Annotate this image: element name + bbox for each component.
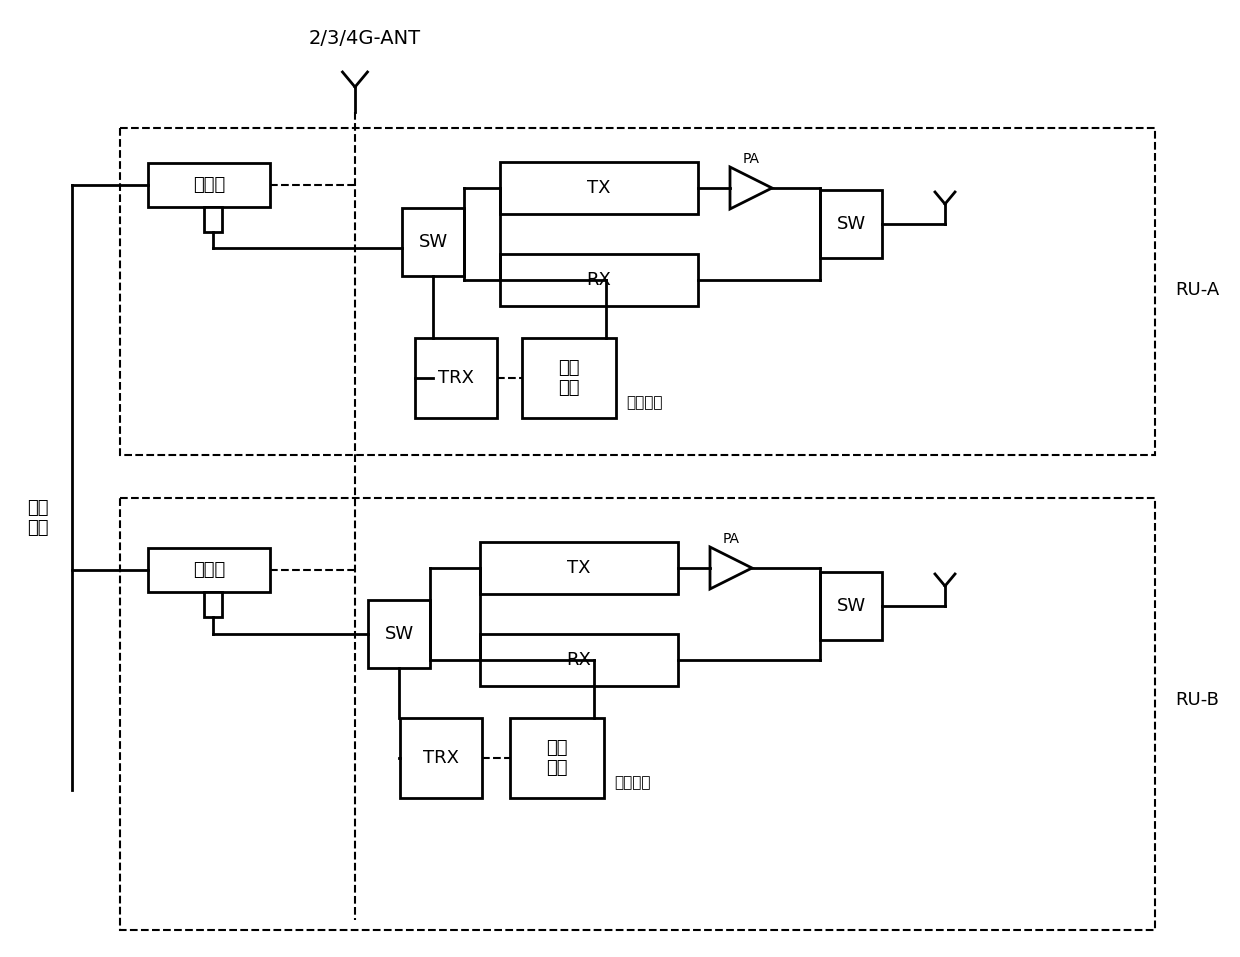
Text: 耦合器: 耦合器 <box>193 176 226 194</box>
Bar <box>401 718 482 798</box>
Text: 基带
解析: 基带 解析 <box>547 739 568 777</box>
Bar <box>148 163 270 207</box>
Text: 控制信号: 控制信号 <box>614 775 651 790</box>
Bar <box>120 498 1154 930</box>
Bar <box>205 207 222 232</box>
Text: PA: PA <box>723 532 739 546</box>
Bar <box>368 600 430 668</box>
Text: 耦合器: 耦合器 <box>193 561 226 579</box>
Bar <box>480 542 678 594</box>
Bar <box>402 208 464 276</box>
Text: RX: RX <box>567 651 591 669</box>
Bar <box>522 338 616 418</box>
Text: TX: TX <box>588 179 611 197</box>
Text: SW: SW <box>837 215 866 233</box>
Text: PA: PA <box>743 152 759 166</box>
Text: TRX: TRX <box>438 369 474 387</box>
Text: 室分
网络: 室分 网络 <box>27 499 48 538</box>
Text: 2/3/4G-ANT: 2/3/4G-ANT <box>309 29 422 48</box>
Text: SW: SW <box>418 233 448 251</box>
Bar <box>820 572 882 640</box>
Text: RX: RX <box>587 271 611 289</box>
Bar <box>205 592 222 617</box>
Bar <box>500 162 698 214</box>
Bar <box>820 190 882 258</box>
Bar <box>510 718 604 798</box>
Text: 基带
解析: 基带 解析 <box>558 359 580 397</box>
Text: 控制信号: 控制信号 <box>626 395 662 411</box>
Text: SW: SW <box>837 597 866 615</box>
Text: TX: TX <box>567 559 590 577</box>
Bar <box>480 634 678 686</box>
Text: RU-A: RU-A <box>1176 281 1219 299</box>
Bar <box>148 548 270 592</box>
Text: RU-B: RU-B <box>1176 691 1219 709</box>
Text: TRX: TRX <box>423 749 459 767</box>
Bar <box>500 254 698 306</box>
Text: SW: SW <box>384 625 414 643</box>
Bar <box>120 128 1154 455</box>
Bar <box>415 338 497 418</box>
